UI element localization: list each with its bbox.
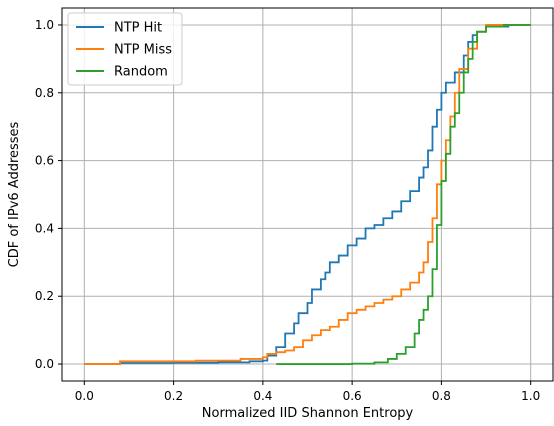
x-axis-label: Normalized IID Shannon Entropy — [202, 406, 414, 421]
x-tick-label: 0.8 — [432, 389, 451, 403]
y-tick-label: 1.0 — [35, 18, 54, 32]
legend-label-ntp-hit: NTP Hit — [114, 21, 162, 36]
series-line-ntp-hit — [84, 24, 531, 365]
y-tick-label: 0.4 — [35, 221, 54, 235]
x-tick-label: 0.2 — [164, 389, 183, 403]
x-tick-label: 0.4 — [253, 389, 272, 403]
x-tick-label: 0.6 — [343, 389, 362, 403]
y-axis-label: CDF of IPv6 Addresses — [7, 121, 22, 267]
legend-box — [67, 12, 183, 86]
y-tick-label: 0.0 — [35, 357, 54, 371]
x-tick-label: 0.0 — [75, 389, 94, 403]
legend-label-ntp-miss: NTP Miss — [114, 43, 172, 58]
legend: NTP Hit NTP Miss Random — [67, 12, 183, 86]
y-tick-label: 0.8 — [35, 86, 54, 100]
x-tick-label: 1.0 — [521, 389, 540, 403]
series-line-random — [276, 24, 531, 365]
axis-ticks: 0.0 0.2 0.4 0.6 0.8 1.0 0.0 0.2 0.4 0.6 0.8 1.0 — [35, 18, 540, 403]
y-tick-label: 0.6 — [35, 154, 54, 168]
plot-frame — [61, 7, 554, 382]
y-tick-label: 0.2 — [35, 289, 54, 303]
legend-label-random: Random — [114, 65, 168, 80]
series-group — [84, 24, 531, 365]
